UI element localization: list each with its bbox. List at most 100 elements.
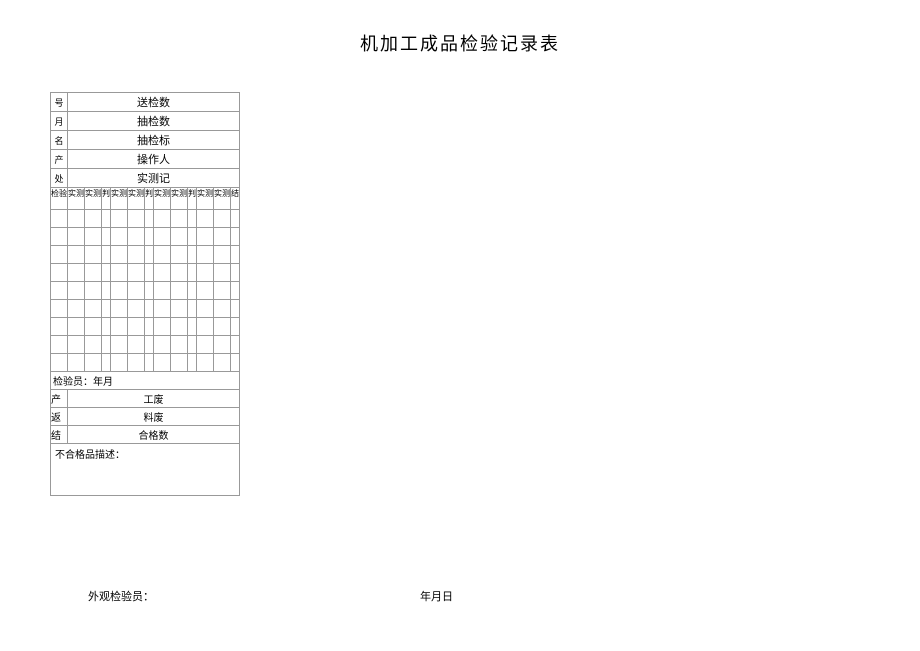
footer-label-1: 料废 [68, 408, 240, 426]
table-row [51, 354, 240, 372]
page-title: 机加工成品检验记录表 [0, 0, 920, 76]
data-cell [85, 318, 102, 336]
data-cell [171, 354, 188, 372]
data-cell [197, 282, 214, 300]
row-label-4: 实测记 [68, 169, 240, 188]
data-cell [214, 282, 231, 300]
data-cell [145, 282, 154, 300]
data-cell [171, 318, 188, 336]
data-cell [102, 336, 111, 354]
data-cell [85, 300, 102, 318]
data-cell [231, 318, 240, 336]
sub-h-2: 实测 [85, 188, 102, 210]
data-cell [188, 318, 197, 336]
data-cell [68, 336, 85, 354]
data-cell [214, 210, 231, 228]
data-cell [102, 300, 111, 318]
data-cell [154, 318, 171, 336]
sub-h-4: 实测 [111, 188, 128, 210]
data-cell [102, 354, 111, 372]
data-cell [51, 354, 68, 372]
data-cell [231, 300, 240, 318]
description-row: 不合格品描述： [51, 444, 240, 496]
footer-row-2: 结 合格数 [51, 426, 240, 444]
data-cell [188, 246, 197, 264]
data-cell [68, 354, 85, 372]
data-cell [154, 228, 171, 246]
data-cell [128, 210, 145, 228]
row-left-4: 处 [51, 169, 68, 188]
data-cell [154, 354, 171, 372]
data-cell [171, 336, 188, 354]
table-row [51, 282, 240, 300]
data-cell [197, 318, 214, 336]
data-cell [85, 228, 102, 246]
sub-h-7: 实测 [154, 188, 171, 210]
data-cell [214, 228, 231, 246]
sub-h-12: 结 [231, 188, 240, 210]
data-cell [197, 336, 214, 354]
data-cell [128, 228, 145, 246]
footer-left-1: 返 [51, 408, 68, 426]
row-label-2: 抽检标 [68, 131, 240, 150]
data-cell [128, 282, 145, 300]
data-cell [111, 336, 128, 354]
data-cell [214, 354, 231, 372]
data-cell [231, 246, 240, 264]
row-left-0: 号 [51, 93, 68, 112]
data-cell [188, 228, 197, 246]
data-cell [154, 300, 171, 318]
data-cell [111, 300, 128, 318]
footer-row-1: 返 料废 [51, 408, 240, 426]
data-cell [85, 336, 102, 354]
inspection-form: 号 送检数 月 抽检数 名 抽检标 产 操作人 处 实测记 检验 实测 实测 判… [50, 92, 178, 496]
table-row [51, 336, 240, 354]
data-cell [197, 210, 214, 228]
data-cell [68, 282, 85, 300]
data-cell [188, 336, 197, 354]
data-cell [171, 264, 188, 282]
data-cell [102, 210, 111, 228]
data-cell [68, 318, 85, 336]
data-cell [128, 264, 145, 282]
sub-h-3: 判 [102, 188, 111, 210]
data-cell [214, 264, 231, 282]
data-cell [145, 210, 154, 228]
footer-left-0: 产 [51, 390, 68, 408]
data-cell [68, 228, 85, 246]
data-cell [197, 300, 214, 318]
sub-h-10: 实测 [197, 188, 214, 210]
data-cell [188, 210, 197, 228]
data-cell [171, 228, 188, 246]
data-cell [188, 300, 197, 318]
data-cell [231, 264, 240, 282]
data-cell [51, 228, 68, 246]
data-cell [85, 246, 102, 264]
data-cell [51, 210, 68, 228]
data-cell [111, 264, 128, 282]
data-cell [102, 246, 111, 264]
data-cell [214, 318, 231, 336]
data-cell [68, 264, 85, 282]
data-cell [214, 300, 231, 318]
header-row-2: 名 抽检标 [51, 131, 240, 150]
data-cell [111, 210, 128, 228]
data-cell [128, 246, 145, 264]
row-label-0: 送检数 [68, 93, 240, 112]
data-cell [188, 264, 197, 282]
table-row [51, 300, 240, 318]
data-cell [145, 336, 154, 354]
bottom-date-label: 年月日 [420, 588, 453, 604]
data-cell [154, 246, 171, 264]
data-cell [197, 354, 214, 372]
data-cell [85, 354, 102, 372]
data-cell [68, 246, 85, 264]
data-cell [128, 336, 145, 354]
data-cell [145, 246, 154, 264]
data-cell [197, 264, 214, 282]
data-cell [102, 318, 111, 336]
data-cell [102, 264, 111, 282]
data-rows [51, 210, 240, 372]
data-cell [171, 246, 188, 264]
table-row [51, 228, 240, 246]
